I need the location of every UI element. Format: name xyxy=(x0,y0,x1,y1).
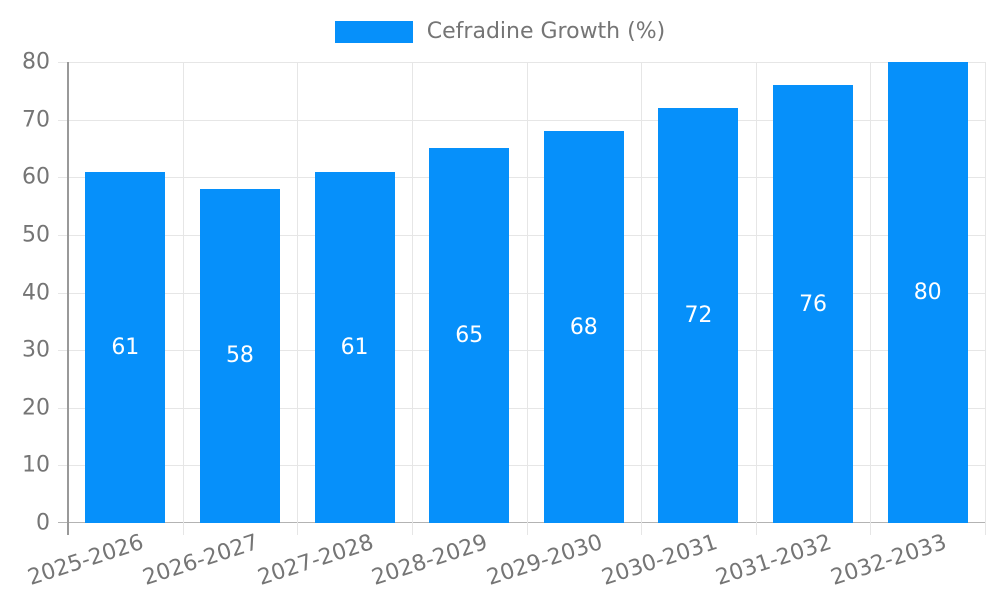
gridline-v xyxy=(755,62,757,535)
x-tick-label: 2032-2033 xyxy=(827,530,950,591)
x-tick-label: 2026-2027 xyxy=(139,530,262,591)
bar[interactable]: 80 xyxy=(887,62,968,523)
bar-value-label: 68 xyxy=(569,314,598,340)
gridline-v xyxy=(641,62,643,535)
gridline-h xyxy=(58,177,985,179)
y-tick-label: 30 xyxy=(22,337,50,363)
bar-value-label: 80 xyxy=(913,280,942,305)
gridline-v xyxy=(297,62,299,535)
gridline-h xyxy=(58,407,985,409)
y-tick-label: 20 xyxy=(22,395,50,421)
x-tick-label: 2027-2028 xyxy=(254,530,377,591)
y-tick-label: 70 xyxy=(22,107,50,133)
gridline-h xyxy=(58,350,985,352)
bar[interactable]: 58 xyxy=(199,188,280,523)
bar[interactable]: 61 xyxy=(314,171,395,523)
x-axis-labels: 2025-2026 2026-2027 2027-2028 2028-2029 2029… xyxy=(25,523,985,600)
x-tick-label: 2028-2029 xyxy=(369,530,491,591)
x-tick-label: 2030-2031 xyxy=(598,530,721,591)
gridline-v xyxy=(411,62,413,535)
legend-label: Cefradine Growth (%) xyxy=(426,19,666,44)
gridline-v xyxy=(182,62,184,535)
legend[interactable]: Cefradine Growth (%) xyxy=(0,21,1000,43)
bar-value-label: 65 xyxy=(455,323,484,349)
gridline-h xyxy=(58,234,985,236)
bar-value-label: 76 xyxy=(799,291,828,317)
x-tick-label: 2025-2026 xyxy=(25,530,148,591)
bar[interactable]: 65 xyxy=(429,148,510,523)
x-tick-label: 2031-2032 xyxy=(713,530,835,591)
gridline-h xyxy=(58,292,985,294)
bar-value-label: 72 xyxy=(684,303,713,329)
bar[interactable]: 72 xyxy=(658,108,739,523)
legend-swatch xyxy=(334,21,413,43)
y-tick-label: 60 xyxy=(22,164,50,190)
gridline-h xyxy=(58,465,985,467)
y-axis-line xyxy=(67,62,69,535)
y-tick-label: 50 xyxy=(22,222,50,248)
bar[interactable]: 76 xyxy=(773,85,854,523)
gridline-v xyxy=(526,62,528,535)
y-tick-label: 10 xyxy=(22,452,50,478)
gridline-v xyxy=(870,62,872,535)
y-tick-label: 0 xyxy=(36,510,50,536)
y-tick-label: 80 xyxy=(22,49,50,75)
bar[interactable]: 68 xyxy=(543,131,624,523)
gridline-h xyxy=(58,62,985,63)
y-axis-labels: 0 10 20 30 40 50 60 70 80 xyxy=(0,50,50,536)
bar-value-label: 61 xyxy=(111,334,140,360)
bar-value-label: 58 xyxy=(225,343,254,369)
x-tick-label: 2029-2030 xyxy=(483,530,606,591)
bar-value-label: 61 xyxy=(340,334,369,360)
y-tick-label: 40 xyxy=(22,280,50,305)
bar[interactable]: 61 xyxy=(85,171,166,523)
x-axis-line xyxy=(58,522,985,523)
plot-area: 61 58 61 65 68 72 76 80 xyxy=(58,62,986,535)
gridline-v xyxy=(985,62,986,535)
gridline-h xyxy=(58,119,985,121)
